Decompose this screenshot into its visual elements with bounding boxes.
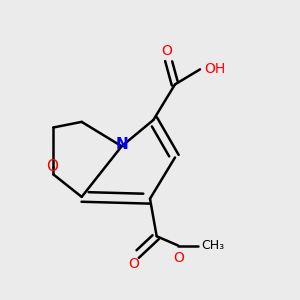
Text: CH₃: CH₃: [202, 239, 225, 252]
Text: N: N: [115, 137, 128, 152]
Text: O: O: [129, 257, 140, 271]
Text: OH: OH: [204, 61, 225, 76]
Text: O: O: [161, 44, 172, 58]
Text: O: O: [174, 251, 184, 265]
Text: O: O: [46, 159, 58, 174]
